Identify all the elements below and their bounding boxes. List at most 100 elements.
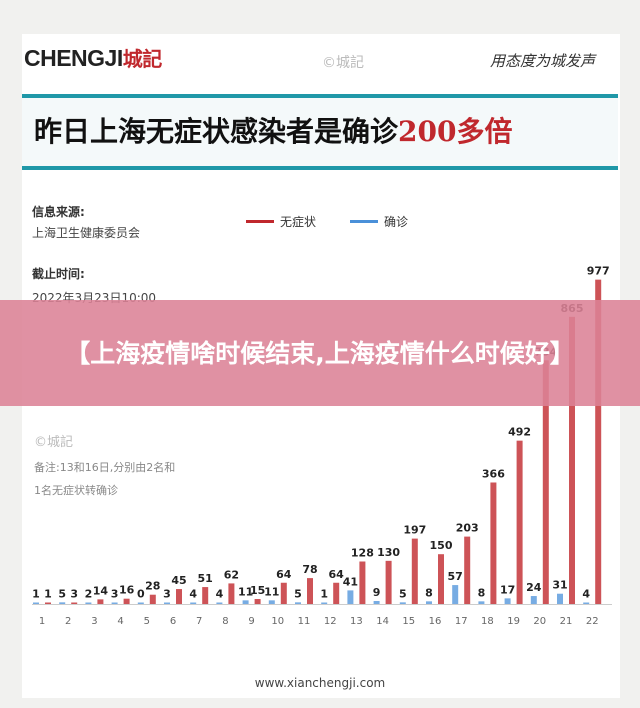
data-label-confirmed: 57 [448,570,463,583]
bar-confirmed [399,602,406,604]
x-tick-label: 11 [298,616,311,627]
data-label-asymptomatic: 14 [93,584,109,597]
x-tick-label: 9 [248,616,254,627]
bar-asymptomatic [149,594,156,604]
bar-confirmed [216,602,223,604]
data-label-confirmed: 4 [216,588,224,601]
logo-cn: 城記 [122,49,163,71]
bar-confirmed [426,601,432,604]
legend-confirmed: 确诊 [350,213,408,230]
data-label-asymptomatic: 64 [329,568,345,581]
bar-confirmed [111,602,118,604]
bar-confirmed [321,602,328,604]
x-tick-label: 15 [402,616,415,627]
legend-swatch-asymptomatic [246,220,274,223]
bar-asymptomatic [464,536,471,604]
data-label-confirmed: 5 [294,587,302,600]
bar-asymptomatic [569,316,575,604]
x-tick-label: 5 [144,616,150,627]
data-label-confirmed: 4 [189,588,197,601]
headline-box [22,94,618,170]
data-label-confirmed: 2 [85,588,93,601]
bar-asymptomatic [254,599,261,604]
data-label-confirmed: 3 [111,588,119,601]
note-line-1: 备注:13和16日,分别由2名和 [34,461,176,474]
data-label-confirmed: 31 [552,579,567,592]
data-label-asymptomatic: 51 [198,572,213,585]
data-label-asymptomatic: 3 [70,588,78,601]
bar-confirmed [557,593,563,604]
data-label-confirmed: 4 [582,588,590,601]
x-tick-label: 20 [533,616,546,627]
data-label-asymptomatic: 128 [351,547,374,560]
data-label-asymptomatic: 28 [145,580,160,593]
x-tick-label: 2 [65,616,71,627]
bar-asymptomatic [490,482,497,604]
data-label-confirmed: 5 [58,587,66,600]
bar-confirmed [59,602,66,604]
bar-asymptomatic [359,561,366,604]
bar-confirmed [373,601,380,604]
bar-asymptomatic [307,578,313,604]
bar-asymptomatic [45,602,51,604]
data-label-confirmed: 1 [32,588,40,601]
legend-label-confirmed: 确诊 [384,215,409,229]
bar-confirmed [33,602,39,604]
data-label-confirmed: 11 [264,585,279,598]
legend-label-asymptomatic: 无症状 [280,215,317,229]
data-label-asymptomatic: 977 [587,265,610,278]
x-tick-label: 21 [560,616,573,627]
bar-confirmed [164,602,170,604]
x-tick-label: 1 [39,616,45,627]
bar-asymptomatic [228,583,235,604]
overlay-banner: 【上海疫情啥时候结束,上海疫情什么时候好】 [0,300,640,406]
bar-confirmed [295,602,301,604]
data-label-confirmed: 11 [238,585,253,598]
bar-confirmed [268,600,275,604]
bar-confirmed [504,598,511,604]
bar-confirmed [347,590,354,604]
data-label-asymptomatic: 78 [302,563,317,576]
x-tick-label: 8 [222,616,228,627]
data-label-asymptomatic: 366 [482,467,505,480]
bar-asymptomatic [97,599,104,604]
x-tick-label: 16 [429,616,442,627]
legend-swatch-confirmed [350,220,378,223]
source-value: 上海卫生健康委员会 [32,226,141,240]
x-tick-label: 7 [196,616,202,627]
bar-confirmed [452,585,459,604]
watermark-top: ©城記 [322,55,364,71]
footer-url: www.xianchengji.com [254,676,386,690]
x-tick-label: 17 [455,616,468,627]
data-label-confirmed: 9 [373,586,381,599]
x-tick-label: 22 [586,616,599,627]
data-label-asymptomatic: 492 [508,426,531,439]
bar-confirmed [583,602,590,604]
bar-confirmed [478,601,485,604]
x-tick-label: 10 [271,616,284,627]
data-label-asymptomatic: 62 [224,568,239,581]
bar-asymptomatic [123,598,130,604]
data-label-confirmed: 8 [425,586,433,599]
bar-confirmed [242,600,249,604]
bar-asymptomatic [542,360,549,604]
x-tick-label: 14 [376,616,389,627]
headline-prefix: 昨日上海无症状感染者是确诊 [34,115,399,148]
bar-asymptomatic [595,279,602,604]
data-label-asymptomatic: 64 [276,568,292,581]
banner-title: 【上海疫情啥时候结束,上海疫情什么时候好】 [65,338,575,368]
data-label-confirmed: 41 [343,575,358,588]
cutoff-label: 截止时间: [32,267,85,281]
headline: 昨日上海无症状感染者是确诊200多倍 [34,110,512,150]
data-label-confirmed: 0 [137,588,145,601]
bar-asymptomatic [385,560,392,604]
bar-asymptomatic [280,582,287,604]
bar-asymptomatic [202,587,209,604]
slogan: 用态度为城发声 [490,52,596,70]
bar-asymptomatic [516,440,523,604]
data-label-asymptomatic: 130 [377,546,400,559]
x-tick-label: 12 [324,616,337,627]
data-label-asymptomatic: 15 [250,584,265,597]
x-tick-label: 19 [507,616,520,627]
data-label-confirmed: 3 [163,588,171,601]
